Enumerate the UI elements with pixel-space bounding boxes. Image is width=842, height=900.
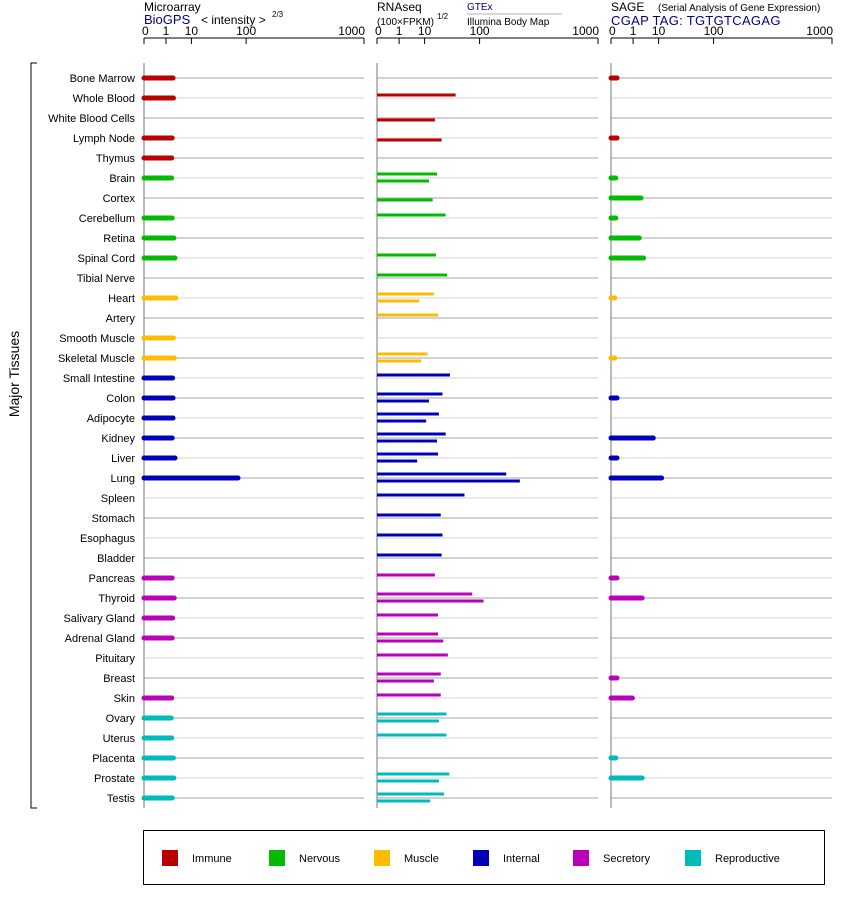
sage-tick-label: 100: [704, 24, 724, 38]
tissue-label: Placenta: [92, 753, 136, 765]
tissue-label: Thymus: [96, 153, 136, 165]
microarray-tick-label: 100: [236, 24, 256, 38]
tissue-label: Prostate: [94, 773, 135, 785]
tissue-label: Ovary: [106, 713, 136, 725]
illumina-label: Illumina Body Map: [467, 17, 550, 28]
legend-swatch-internal: [473, 850, 489, 866]
tissue-label: Salivary Gland: [63, 613, 135, 625]
legend-box: [143, 830, 825, 885]
legend-swatch-secretory: [573, 850, 589, 866]
legend-label-reproductive: Reproductive: [715, 853, 780, 865]
microarray-tick-label: 10: [185, 24, 199, 38]
tissue-label: Liver: [111, 453, 135, 465]
tissue-label: Tibial Nerve: [77, 273, 135, 285]
tissue-label: Retina: [103, 233, 136, 245]
legend-swatch-immune: [162, 850, 178, 866]
intensity-exponent: 2/3: [272, 10, 284, 19]
tissue-label: Spleen: [101, 493, 135, 505]
tissue-label: Breast: [103, 673, 135, 685]
tissue-label: Kidney: [101, 433, 135, 445]
tissue-label: Esophagus: [80, 533, 136, 545]
sage-tick-label: 10: [652, 24, 666, 38]
legend-swatch-muscle: [374, 850, 390, 866]
tissue-label: Thyroid: [98, 593, 135, 605]
legend-label-secretory: Secretory: [603, 853, 651, 865]
tissue-label: Smooth Muscle: [59, 333, 135, 345]
rnaseq-title: RNAseq: [377, 0, 422, 14]
tissue-label: Cortex: [103, 193, 136, 205]
tissue-label: Artery: [106, 313, 136, 325]
tissue-bracket: [30, 62, 37, 809]
tissue-label: Pituitary: [95, 653, 135, 665]
sage-note: (Serial Analysis of Gene Expression): [658, 3, 820, 14]
gtex-label: GTEx: [467, 2, 493, 13]
microarray-tick-label: 1000: [338, 24, 365, 38]
tissue-label: Testis: [107, 793, 136, 805]
microarray-tick-label: 1: [163, 24, 170, 38]
legend-swatch-reproductive: [685, 850, 701, 866]
tissue-label: Skin: [114, 693, 135, 705]
tissue-label: Lung: [111, 473, 135, 485]
tissue-label: Pancreas: [89, 573, 136, 585]
sage-tick-label: 1: [630, 24, 637, 38]
microarray-tick-label: 0: [142, 24, 149, 38]
tissue-label: Lymph Node: [73, 133, 135, 145]
biogps-label: BioGPS: [144, 12, 191, 27]
tissue-label: Bone Marrow: [70, 73, 135, 85]
fpkm-unit-label: (100×FPKM): [377, 17, 434, 28]
legend-label-immune: Immune: [192, 853, 232, 865]
rnaseq-tick-label: 0: [375, 24, 382, 38]
rnaseq-tick-label: 1000: [572, 24, 599, 38]
tissue-label: Heart: [108, 293, 135, 305]
tissue-label: Brain: [109, 173, 135, 185]
legend-label-internal: Internal: [503, 853, 540, 865]
tissue-label: Colon: [106, 393, 135, 405]
side-label: Major Tissues: [6, 331, 22, 417]
legend-label-muscle: Muscle: [404, 853, 439, 865]
rnaseq-tick-label: 1: [396, 24, 403, 38]
rnaseq-tick-label: 100: [470, 24, 490, 38]
tissue-label: Small Intestine: [63, 373, 135, 385]
intensity-label: < intensity >: [201, 13, 266, 27]
microarray-title: Microarray: [144, 0, 201, 14]
tissue-label: White Blood Cells: [48, 113, 135, 125]
tissue-label: Whole Blood: [73, 93, 135, 105]
sage-tag-label: CGAP TAG: TGTGTCAGAG: [611, 13, 781, 28]
legend-label-nervous: Nervous: [299, 853, 340, 865]
tissue-label: Bladder: [97, 553, 135, 565]
tissue-label: Adrenal Gland: [65, 633, 135, 645]
tissue-label: Spinal Cord: [78, 253, 135, 265]
tissue-label: Stomach: [92, 513, 135, 525]
tissue-label: Adipocyte: [87, 413, 135, 425]
tissue-label: Uterus: [103, 733, 136, 745]
tissue-label: Skeletal Muscle: [58, 353, 135, 365]
sage-title: SAGE: [611, 0, 644, 14]
tissue-label: Cerebellum: [79, 213, 135, 225]
sage-tick-label: 1000: [806, 24, 833, 38]
fpkm-exponent: 1/2: [437, 12, 449, 21]
legend-swatch-nervous: [269, 850, 285, 866]
rnaseq-tick-label: 10: [418, 24, 432, 38]
sage-tick-label: 0: [609, 24, 616, 38]
